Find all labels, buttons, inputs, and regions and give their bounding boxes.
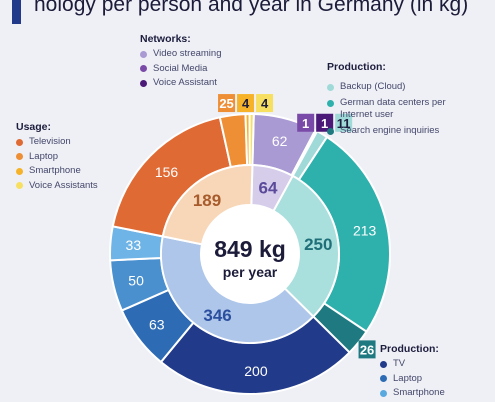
center-total: 849 kg [214, 236, 286, 262]
outer-value-label: 62 [272, 133, 288, 149]
legend-label: Video streaming [153, 48, 222, 59]
outer-value-label: 50 [128, 273, 144, 289]
callout-value-label: 25 [219, 96, 233, 111]
outer-value-label: 156 [155, 164, 179, 180]
callout-box-voice-assistant [316, 113, 334, 132]
outer-value-label: 200 [244, 363, 268, 379]
outer-value-label: 33 [126, 237, 142, 253]
legend-item: Laptop [16, 151, 126, 163]
legend-label: Voice Assistant [153, 77, 217, 88]
legend-item: Search engine inquiries [327, 125, 477, 137]
legend-swatch [380, 375, 387, 382]
legend-swatch [140, 50, 147, 58]
callout-box-backup-cloud [335, 113, 353, 132]
legend-item: Smartphone [380, 387, 490, 399]
legend-swatch [16, 153, 23, 160]
center-hole [201, 205, 299, 303]
outer-slice-voice-assistants [248, 112, 255, 167]
legend-item: German data centers per Internet user [327, 97, 477, 121]
legend-label: TV [393, 358, 406, 369]
legend-item: Backup (Cloud) [327, 81, 477, 93]
title-accent-bar [12, 0, 21, 24]
legend-label: Laptop [29, 150, 59, 162]
legend-swatch [16, 138, 23, 146]
callout-value-label: 26 [360, 342, 374, 357]
legend-item: TV [380, 358, 490, 370]
callout-value-label: 4 [242, 96, 250, 111]
legend-header: Networks: [140, 33, 191, 45]
legend-item: Television [16, 136, 126, 148]
legend-swatch [327, 83, 334, 91]
legend-item: Laptop [380, 373, 490, 385]
legend-swatch [327, 99, 334, 107]
legend-label: Smartphone [393, 387, 445, 398]
legend-swatch [16, 182, 23, 189]
callout-box-smartphone [237, 94, 255, 113]
center-unit: per year [223, 264, 278, 280]
callout-value-label: 4 [261, 96, 269, 111]
legend-production-cloud: Production: Backup (Cloud) German data c… [327, 61, 477, 140]
legend-label: Voice Assistants [29, 179, 98, 191]
inner-value-label: 64 [259, 178, 278, 197]
legend-production-devices: Production: TV Laptop Smartphone [380, 343, 490, 402]
legend-item: Voice Assistant [140, 77, 250, 89]
legend-networks: Networks: Video streaming Social Media V… [140, 33, 250, 92]
legend-header: Usage: [16, 121, 52, 133]
legend-swatch [380, 360, 387, 368]
chart-title: nology per person and year in Germany (i… [34, 0, 469, 16]
legend-label: Laptop [393, 372, 423, 384]
legend-item: Voice Assistants [16, 180, 126, 192]
legend-label: Backup (Cloud) [340, 81, 406, 92]
legend-item: Smartphone [16, 165, 126, 177]
legend-header: Production: [327, 61, 386, 73]
legend-item: Video streaming [140, 48, 250, 60]
legend-swatch [380, 389, 387, 397]
callout-box-laptop [218, 94, 236, 113]
inner-value-label: 346 [203, 306, 231, 325]
callout-box-voice-assistants [256, 94, 274, 113]
outer-value-label: 63 [149, 317, 165, 333]
legend-label: Social Media [153, 62, 208, 74]
callout-value-label: 11 [337, 116, 351, 131]
legend-item: Social Media [140, 63, 250, 75]
inner-value-label: 189 [193, 191, 221, 210]
legend-swatch [140, 65, 147, 72]
outer-ring [109, 112, 391, 395]
legend-header: Production: [380, 343, 439, 355]
legend-label: Smartphone [29, 165, 81, 176]
legend-swatch [140, 79, 147, 87]
callout-box-search-engine-inquiries [358, 340, 376, 359]
inner-value-label: 250 [304, 235, 332, 254]
callout-box-social-media [297, 113, 315, 132]
callout-value-label: 1 [302, 116, 309, 131]
legend-label: Television [29, 136, 71, 147]
outer-value-label: 213 [353, 223, 377, 239]
callout-value-label: 1 [321, 116, 328, 131]
legend-label: Search engine inquiries [340, 125, 440, 136]
legend-swatch [16, 167, 23, 175]
legend-label: German data centers per Internet user [340, 97, 446, 120]
legend-usage: Usage: Television Laptop Smartphone Voic… [16, 121, 126, 194]
legend-swatch [327, 127, 334, 135]
